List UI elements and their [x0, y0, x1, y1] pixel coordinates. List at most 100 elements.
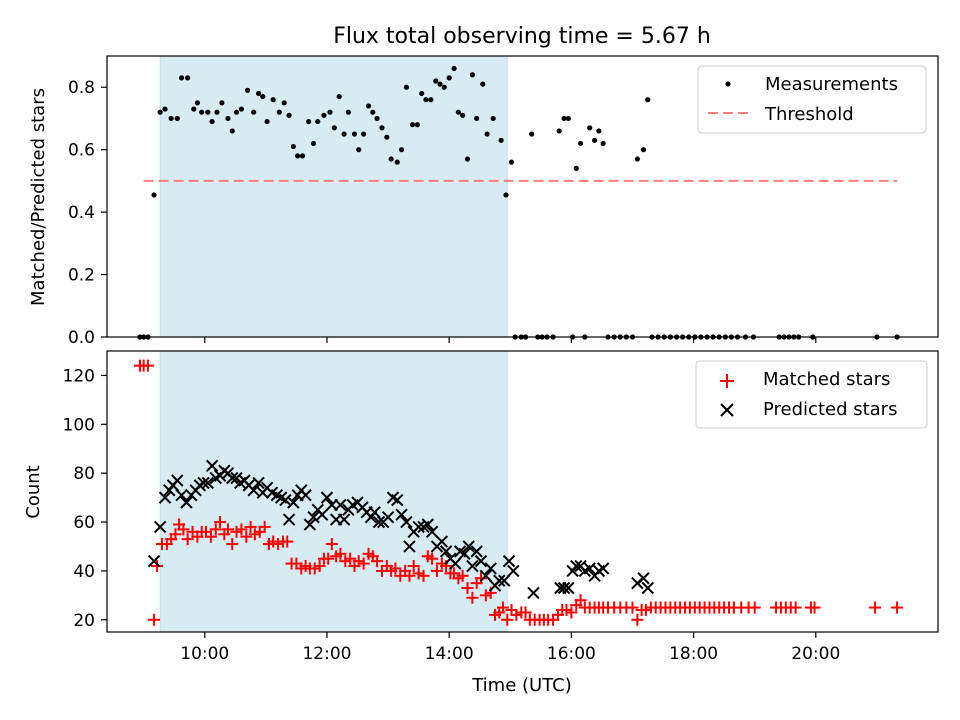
predicted-star-point [403, 540, 416, 553]
measurement-point [260, 93, 266, 100]
matched-star-point [240, 530, 253, 543]
measurement-point [219, 100, 225, 106]
matched-star-point [631, 613, 644, 626]
predicted-star-point [527, 586, 540, 600]
predicted-star-point [180, 496, 193, 509]
bottom-y-tick-label: 80 [73, 464, 95, 484]
measurement-point [310, 140, 317, 147]
matched-star-point [430, 564, 443, 577]
measurement-point [264, 118, 270, 125]
measurement-point [238, 106, 245, 112]
measurement-point [455, 109, 461, 115]
matched-star-point [403, 569, 416, 582]
matched-star-point [141, 359, 154, 372]
measurement-point [645, 97, 651, 103]
predicted-star-point [462, 540, 475, 553]
matched-star-point [474, 572, 487, 585]
measurement-point [168, 115, 174, 122]
measurement-point [451, 65, 457, 72]
predicted-star-point [287, 496, 300, 509]
measurement-point [464, 156, 471, 162]
predicted-star-point [315, 508, 329, 521]
measurement-point [233, 109, 240, 115]
predicted-star-point [391, 493, 404, 507]
measurement-point [205, 109, 211, 115]
measurement-point [565, 115, 571, 122]
chart-title: Flux total observing time = 5.67 h [333, 24, 711, 49]
measurement-point [437, 81, 443, 87]
matched-star-point [313, 560, 326, 573]
top-y-tick-label: 0.4 [68, 203, 95, 223]
matched-star-point [204, 530, 217, 543]
measurement-point [351, 131, 358, 137]
measurement-point [327, 109, 333, 115]
measurement-point [640, 147, 647, 153]
predicted-star-point [337, 513, 351, 526]
bottom-x-tick-label: 16:00 [547, 644, 596, 664]
matched-star-point [221, 523, 234, 536]
predicted-star-point [372, 515, 386, 529]
matched-star-point [461, 582, 474, 595]
measurement-point [480, 81, 486, 87]
legend-measurements-label: Measurements [765, 74, 898, 95]
matched-stars-points [133, 359, 904, 626]
top-legend: Measurements Threshold [697, 65, 927, 134]
measurement-point [157, 109, 163, 115]
matched-star-point [789, 601, 802, 614]
measurement-point [191, 106, 197, 112]
measurement-point [419, 90, 425, 97]
predicted-star-point [435, 535, 449, 548]
predicted-star-point [458, 547, 471, 561]
measurement-point [214, 109, 220, 115]
predicted-star-point [449, 557, 462, 570]
bottom-legend: Matched stars Predicted stars [695, 360, 928, 429]
bottom-y-axis-label: Count [23, 465, 44, 518]
matched-star-point [148, 613, 161, 626]
predicted-star-point [470, 545, 483, 558]
matched-star-point [496, 601, 509, 614]
legend-threshold-label: Threshold [764, 104, 854, 125]
predicted-star-point [641, 581, 654, 595]
predicted-star-point [484, 562, 497, 575]
measurement-point [229, 128, 235, 134]
legend-matched-marker [720, 374, 734, 388]
predicted-star-point [570, 559, 583, 573]
measurement-point [508, 159, 515, 165]
bottom-x-tick-label: 10:00 [180, 644, 229, 664]
measurement-point [331, 125, 337, 131]
legend-predicted-marker [720, 403, 734, 417]
measurement-point [356, 147, 362, 153]
measurement-point [178, 75, 185, 81]
predicted-star-point [596, 562, 610, 575]
measurement-point [295, 153, 301, 159]
predicted-star-point [412, 520, 425, 534]
matched-star-point [214, 516, 227, 529]
measurement-point [484, 131, 490, 137]
measurement-point [503, 192, 509, 198]
measurement-point [529, 131, 535, 137]
measurement-point [414, 122, 421, 128]
measurement-point [490, 115, 496, 122]
predicted-star-point [299, 488, 312, 502]
bottom-x-tick-label: 18:00 [669, 644, 718, 664]
top-observing-span [159, 55, 508, 338]
predicted-star-point [439, 545, 453, 558]
predicted-star-point [507, 564, 520, 578]
measurement-point [394, 159, 400, 165]
predicted-star-point [158, 491, 172, 504]
matched-star-point [466, 591, 479, 604]
matched-star-point [357, 557, 370, 570]
measurement-point [384, 134, 390, 140]
predicted-star-point [493, 574, 506, 587]
matched-star-point [226, 538, 239, 551]
top-x-ticks [204, 337, 817, 343]
measurement-point [194, 100, 201, 106]
bottom-x-tick-label: 14:00 [425, 644, 474, 664]
matched-star-point [244, 520, 257, 533]
legend-matched-label: Matched stars [763, 369, 890, 390]
predicted-star-point [637, 572, 650, 585]
legend-measurements-marker [725, 81, 731, 87]
measurement-point [592, 137, 598, 143]
measurement-point [306, 118, 312, 125]
